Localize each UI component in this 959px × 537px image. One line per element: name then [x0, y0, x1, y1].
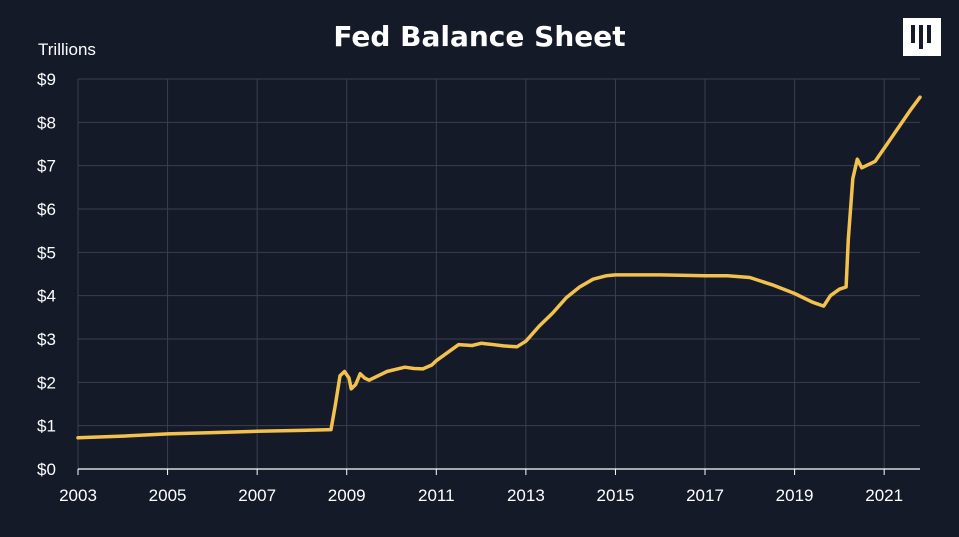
y-tick-label: $9 [37, 70, 56, 89]
series-lines [76, 95, 922, 440]
x-tick-label: 2021 [865, 486, 903, 505]
y-tick-label: $4 [37, 287, 56, 306]
grid-lines [77, 78, 920, 475]
y-tick-label: $2 [37, 373, 56, 392]
x-tick-label: 2019 [776, 486, 814, 505]
x-tick-label: 2017 [686, 486, 724, 505]
x-tick-label: 2013 [507, 486, 545, 505]
x-tick-label: 2009 [328, 486, 366, 505]
y-tick-label: $3 [37, 330, 56, 349]
series-line [76, 95, 922, 440]
y-tick-label: $0 [37, 460, 56, 479]
chart-title: Fed Balance Sheet [333, 20, 626, 53]
y-tick-label: $6 [37, 200, 56, 219]
y-tick-label: $8 [37, 113, 56, 132]
x-tick-label: 2005 [149, 486, 187, 505]
y-tick-label: $7 [37, 157, 56, 176]
x-tick-label: 2015 [597, 486, 635, 505]
x-tick-label: 2003 [59, 486, 97, 505]
x-tick-label: 2007 [238, 486, 276, 505]
y-tick-label: $5 [37, 243, 56, 262]
brand-logo [903, 18, 941, 56]
y-tick-labels: $0 $1 $2 $3 $4 $5 $6 $7 $8 $9 [37, 70, 56, 479]
x-tick-label: 2011 [418, 486, 455, 505]
y-tick-label: $1 [37, 417, 56, 436]
y-axis-label: Trillions [38, 40, 96, 59]
x-tick-labels: 2003 2005 2007 2009 2011 2013 2015 2017 2019 2021 [59, 486, 903, 505]
